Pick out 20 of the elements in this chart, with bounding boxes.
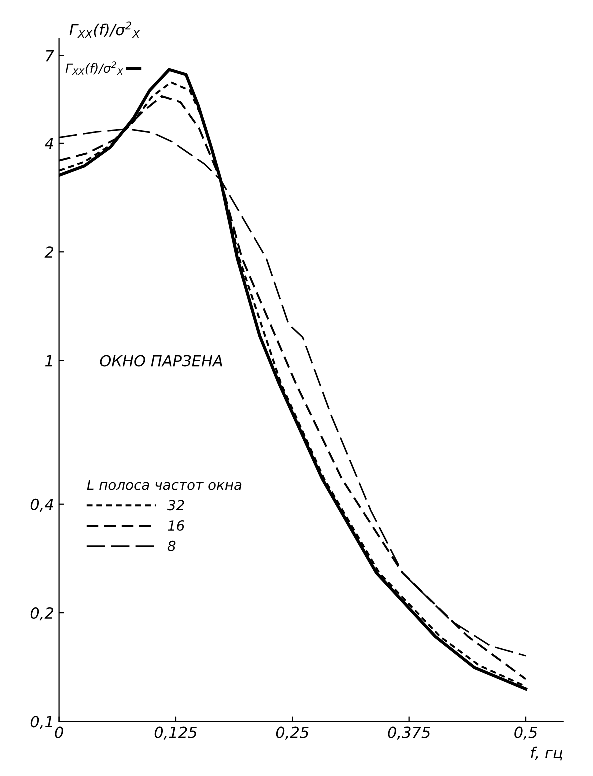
y-tick-label: 4 <box>44 138 54 150</box>
legend-title: L полоса частот окна <box>87 480 242 490</box>
legend-label: 8 <box>168 540 176 552</box>
legend-label: 32 <box>168 500 184 511</box>
text: Γ$_{XX}$(f)/σ$^{2}$$_{X}$ <box>66 62 124 75</box>
x-tick-label: 0,5 <box>514 726 538 740</box>
y-tick-label: 2 <box>44 246 54 258</box>
x-tick-label: 0,25 <box>276 726 309 740</box>
y-tick-label: 0,1 <box>30 716 52 730</box>
x-axis-title: f, гц <box>531 746 563 761</box>
y-tick-label: 7 <box>46 50 54 62</box>
y-tick-label: 0,2 <box>30 608 54 621</box>
y-tick-label: 1 <box>45 355 52 367</box>
y-tick-label: 0,4 <box>30 498 54 512</box>
annotation: ОКНО ПАРЗЕНА <box>100 355 222 367</box>
x-tick-label: 0,375 <box>388 726 430 740</box>
x-tick-label: 0 <box>55 726 64 738</box>
x-tick-label: 0,125 <box>154 726 198 740</box>
y-axis-title: Γ̄$_{XX}$(f)/σ$^{2}$$_{X}$ <box>70 22 140 38</box>
legend-label: 16 <box>168 520 185 532</box>
